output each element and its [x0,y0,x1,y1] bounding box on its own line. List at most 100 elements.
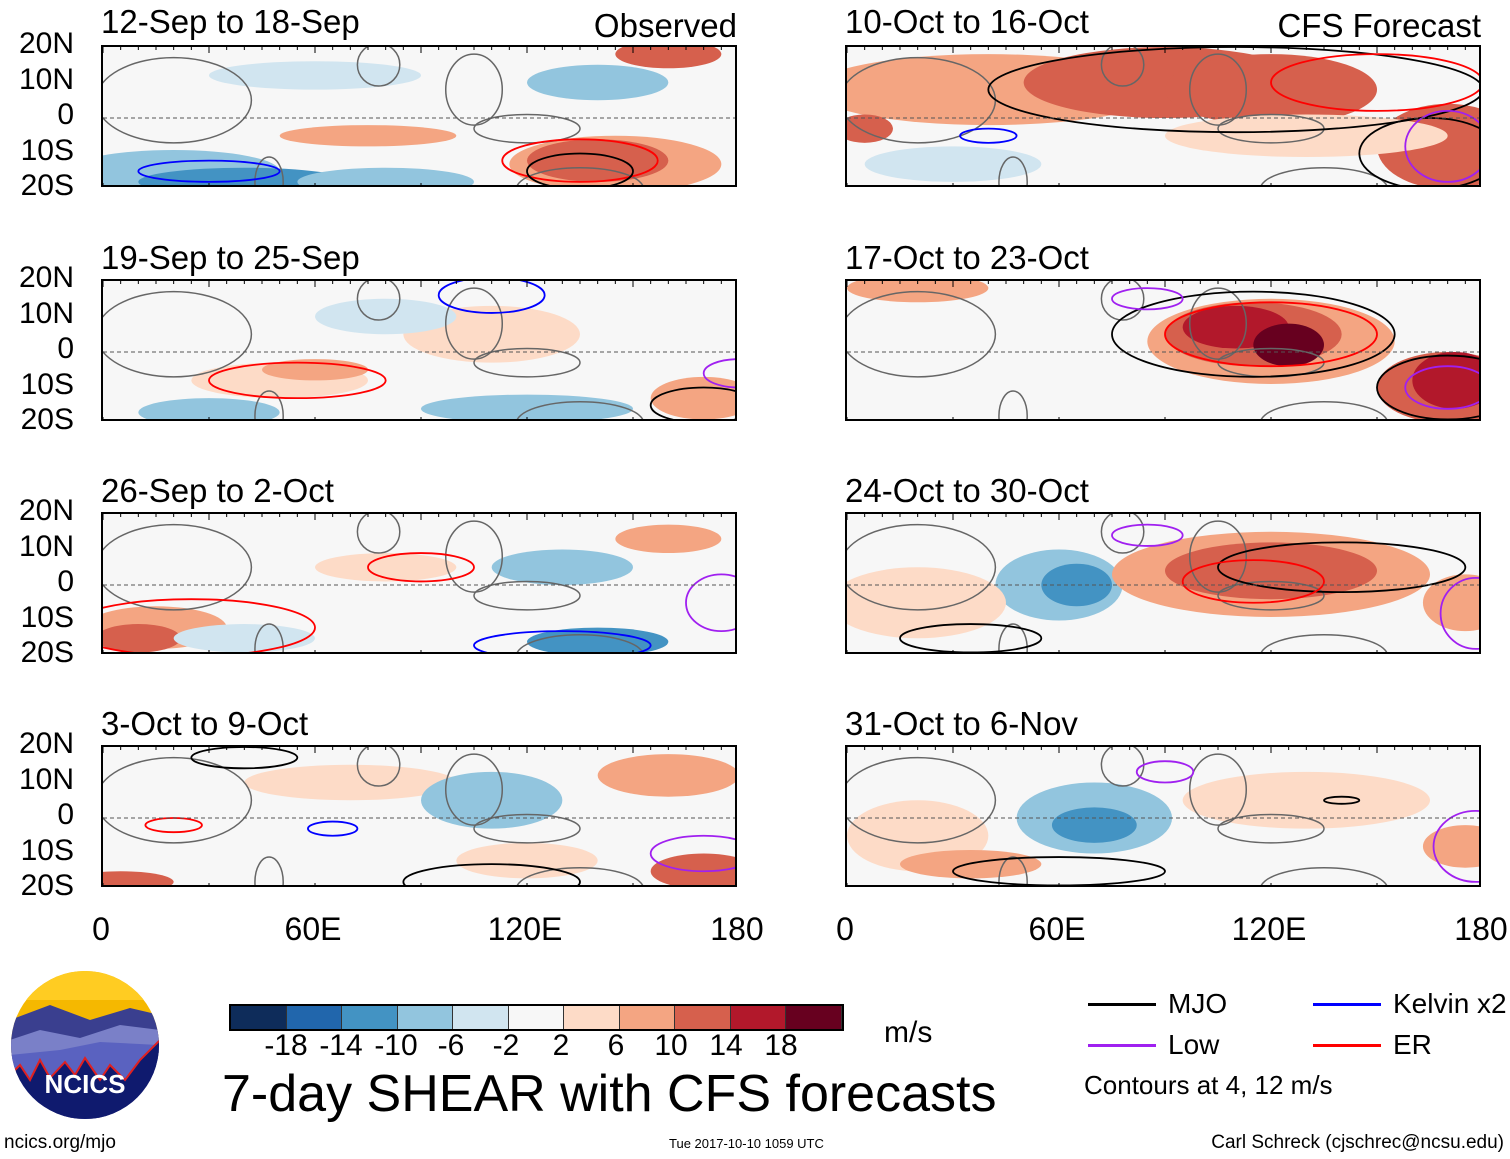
coastline [998,156,1028,185]
colorbar-swatch [786,1006,842,1029]
wave-contour [959,127,1018,144]
y-tick-label: 10N [18,296,74,330]
wave-contour [1111,290,1396,378]
coastline [473,113,581,144]
map-panel [845,279,1481,421]
coastline [254,623,284,652]
y-tick-label: 20N [18,27,74,60]
shear-region [597,754,735,797]
wave-contour [190,747,299,770]
shear-region [527,139,669,182]
shear-region [650,853,735,885]
coastline [103,56,253,144]
wave-contour [1439,577,1479,650]
wave-contour [649,834,735,873]
colorbar-swatch [342,1006,398,1029]
wave-contour [987,47,1479,134]
panel-title: 17-Oct to 23-Oct [845,239,1089,276]
legend-line [1313,1003,1381,1006]
colorbar-label: -6 [437,1029,465,1062]
shear-region [527,627,669,652]
coastline [103,290,253,378]
coastline [1100,47,1145,87]
coastline [356,47,401,87]
wave-contour [1135,760,1195,784]
coastline [516,866,644,885]
y-tick-label: 10N [18,62,74,96]
coastline [516,633,644,652]
coastline [356,281,401,321]
y-tick-label: 10S [20,133,74,167]
coastline [356,747,401,787]
map-panel [101,512,737,654]
legend-line [1313,1044,1381,1047]
coastline [356,514,401,554]
colorbar-label: 2 [552,1029,570,1062]
colorbar-swatch [730,1006,786,1029]
x-tick-label: 180 [710,911,764,947]
wave-contour [144,817,203,834]
map-panel [101,279,737,421]
coastline [1260,633,1388,652]
coastline [444,753,504,826]
coastline [473,347,581,378]
wave-contour [137,159,281,183]
coastline [998,623,1028,652]
y-tick-label: 20N [18,727,74,760]
wave-contour [952,856,1166,885]
coastline [1188,520,1248,593]
colorbar-swatch [397,1006,453,1029]
wave-contour [1164,301,1378,368]
coastline [444,520,504,593]
y-tick-label: 0 [57,332,74,365]
y-tick-label: 0 [57,98,74,131]
y-tick-label: 0 [57,798,74,831]
wave-contour [1181,559,1325,604]
coastline [847,290,997,378]
coastline [1217,580,1325,611]
contour-note: Contours at 4, 12 m/s [1084,1070,1333,1100]
legend-line [1088,1003,1156,1006]
y-tick-label: 20S [20,403,74,436]
shear-region [279,125,457,147]
shear-region [1165,542,1377,600]
panel-title: 31-Oct to 6-Nov [845,705,1078,742]
site-link[interactable]: ncics.org/mjo [4,1132,116,1153]
y-tick-label: 10S [20,600,74,634]
wave-contour [702,358,735,389]
colorbar-label: 14 [709,1029,743,1062]
y-tick-label: 20S [20,169,74,202]
coastline [444,287,504,360]
wave-contour [473,630,652,652]
ncics-logo: NCICS [10,970,160,1120]
author: Carl Schreck (cjschrec@ncsu.edu) [1211,1132,1504,1153]
coastline [254,856,284,885]
wave-contour [1404,365,1479,410]
shear-region [1182,771,1430,829]
wave-contour [501,138,659,183]
y-tick-label: 10S [20,833,74,867]
y-tick-label: 10N [18,762,74,796]
panel-label: CFS Forecast [1277,7,1481,44]
shear-region [1051,807,1137,843]
shear-region [1422,825,1479,868]
timestamp: Tue 2017-10-10 1059 UTC [669,1136,824,1151]
shear-region [1253,323,1324,367]
panel-title: 10-Oct to 16-Oct [845,3,1089,40]
shear-region [297,167,474,185]
coastline [516,400,644,419]
coastline [473,813,581,844]
wave-contour [899,623,1043,652]
coastline [1217,813,1325,844]
shear-region [847,114,893,143]
coastline [1100,747,1145,787]
wave-contour [402,863,581,885]
shear-region [421,394,633,419]
y-tick-label: 0 [57,565,74,598]
shear-region [456,842,598,879]
shear-region [209,61,421,90]
x-tick-label: 180 [1454,911,1508,947]
colorbar-label: 10 [654,1029,688,1062]
shear-region [650,376,735,419]
coastline [103,523,253,611]
